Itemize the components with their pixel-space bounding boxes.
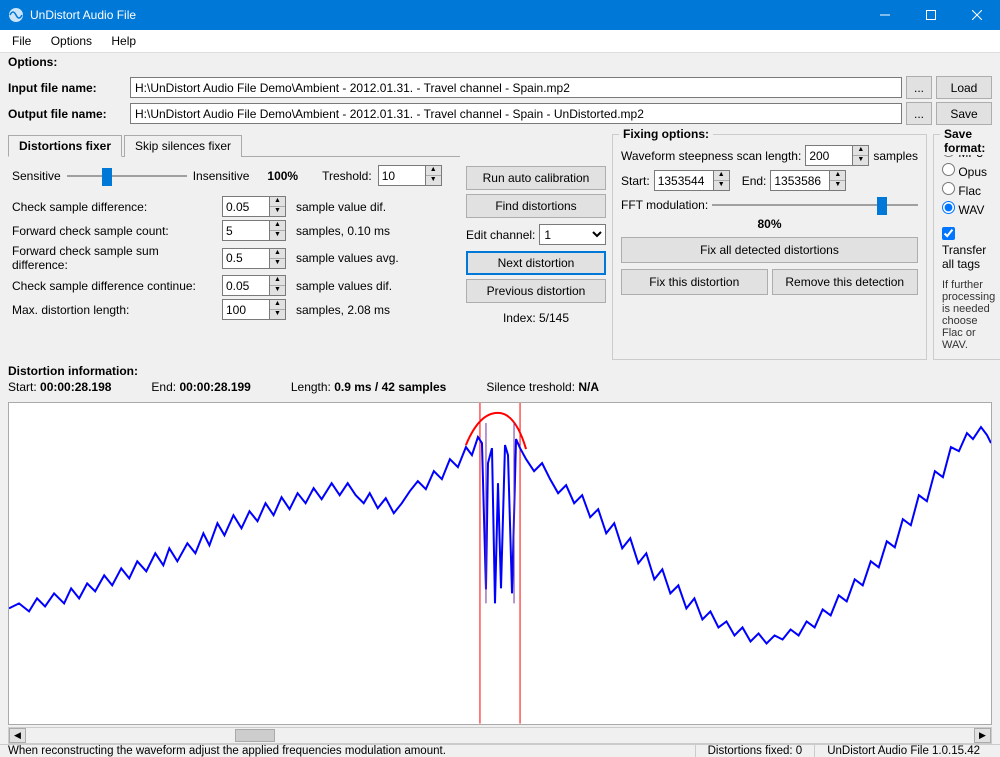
fixing-legend: Fixing options: bbox=[619, 127, 713, 141]
output-browse-button[interactable]: ... bbox=[906, 102, 932, 125]
p4-label: Check sample difference continue: bbox=[12, 279, 216, 293]
scroll-right-arrow[interactable]: ▶ bbox=[974, 728, 991, 743]
start-label: Start: bbox=[621, 174, 650, 188]
distinfo-length: Length: 0.9 ms / 42 samples bbox=[291, 380, 446, 394]
fixing-options-group: Fixing options: Waveform steepness scan … bbox=[612, 134, 927, 360]
load-button[interactable]: Load bbox=[936, 76, 992, 99]
status-version: UnDistort Audio File 1.0.15.42 bbox=[814, 745, 992, 757]
distinfo-silence: Silence treshold: N/A bbox=[486, 380, 599, 394]
p2-spinner[interactable]: ▲▼ bbox=[270, 220, 286, 241]
menu-help[interactable]: Help bbox=[103, 32, 144, 50]
waveform-display[interactable] bbox=[8, 402, 992, 725]
steep-label: Waveform steepness scan length: bbox=[621, 149, 801, 163]
minimize-button[interactable] bbox=[862, 0, 908, 30]
output-file-label: Output file name: bbox=[8, 107, 126, 121]
horizontal-scrollbar[interactable]: ◀ ▶ bbox=[8, 727, 992, 744]
p1-input[interactable] bbox=[222, 196, 270, 217]
p1-spinner[interactable]: ▲▼ bbox=[270, 196, 286, 217]
steep-unit: samples bbox=[873, 149, 918, 163]
fft-label: FFT modulation: bbox=[621, 198, 708, 212]
savefmt-legend: Save format: bbox=[940, 127, 1000, 155]
p2-input[interactable] bbox=[222, 220, 270, 241]
threshold-label: Treshold: bbox=[322, 169, 372, 183]
statusbar: When reconstructing the waveform adjust … bbox=[0, 744, 1000, 757]
sensitivity-pct: 100% bbox=[267, 169, 298, 183]
insensitive-label: Insensitive bbox=[193, 169, 250, 183]
end-spinner[interactable]: ▲▼ bbox=[830, 170, 846, 191]
end-label: End: bbox=[742, 174, 767, 188]
remove-detection-button[interactable]: Remove this detection bbox=[772, 269, 919, 295]
status-fixed: Distortions fixed: 0 bbox=[695, 745, 815, 757]
window-title: UnDistort Audio File bbox=[30, 8, 862, 22]
distinfo-end: End: 00:00:28.199 bbox=[151, 380, 250, 394]
edit-channel-select[interactable]: 1 bbox=[539, 224, 606, 245]
next-distortion-button[interactable]: Next distortion bbox=[466, 251, 606, 275]
tab-distortions-fixer[interactable]: Distortions fixer bbox=[8, 135, 122, 157]
find-distortions-button[interactable]: Find distortions bbox=[466, 194, 606, 218]
distinfo-start: Start: 00:00:28.198 bbox=[8, 380, 111, 394]
tab-skip-silences[interactable]: Skip silences fixer bbox=[124, 135, 242, 157]
input-file-label: Input file name: bbox=[8, 81, 126, 95]
p5-label: Max. distortion length: bbox=[12, 303, 216, 317]
options-label: Options: bbox=[0, 53, 1000, 71]
fft-pct: 80% bbox=[621, 217, 918, 231]
titlebar: UnDistort Audio File bbox=[0, 0, 1000, 30]
transfer-tags-checkbox[interactable]: Transfer all tags bbox=[942, 227, 995, 271]
p3-label: Forward check sample sum difference: bbox=[12, 244, 216, 272]
output-file-field[interactable] bbox=[130, 103, 902, 124]
scroll-thumb[interactable] bbox=[235, 729, 275, 742]
menubar: File Options Help bbox=[0, 30, 1000, 53]
start-input[interactable] bbox=[654, 170, 714, 191]
distortion-index: Index: 5/145 bbox=[466, 311, 606, 325]
p1-label: Check sample difference: bbox=[12, 200, 216, 214]
p5-input[interactable] bbox=[222, 299, 270, 320]
fix-all-button[interactable]: Fix all detected distortions bbox=[621, 237, 918, 263]
run-auto-calibration-button[interactable]: Run auto calibration bbox=[466, 166, 606, 190]
save-button[interactable]: Save bbox=[936, 102, 992, 125]
sensitivity-slider[interactable] bbox=[67, 166, 187, 186]
p3-spinner[interactable]: ▲▼ bbox=[270, 248, 286, 269]
p3-input[interactable] bbox=[222, 248, 270, 269]
end-input[interactable] bbox=[770, 170, 830, 191]
threshold-input[interactable] bbox=[378, 165, 426, 186]
p3-unit: sample values avg. bbox=[296, 251, 399, 265]
steep-spinner[interactable]: ▲▼ bbox=[853, 145, 869, 166]
p4-unit: sample values dif. bbox=[296, 279, 392, 293]
scroll-left-arrow[interactable]: ◀ bbox=[9, 728, 26, 743]
distinfo-head: Distortion information: bbox=[8, 364, 992, 378]
app-icon bbox=[8, 7, 24, 23]
p1-unit: sample value dif. bbox=[296, 200, 386, 214]
fmt-opus[interactable]: Opus bbox=[942, 163, 995, 179]
input-browse-button[interactable]: ... bbox=[906, 76, 932, 99]
fft-slider[interactable] bbox=[712, 195, 918, 215]
maximize-button[interactable] bbox=[908, 0, 954, 30]
fix-this-button[interactable]: Fix this distortion bbox=[621, 269, 768, 295]
sensitive-label: Sensitive bbox=[12, 169, 61, 183]
fmt-wav[interactable]: WAV bbox=[942, 201, 995, 217]
menu-file[interactable]: File bbox=[4, 32, 39, 50]
close-button[interactable] bbox=[954, 0, 1000, 30]
start-spinner[interactable]: ▲▼ bbox=[714, 170, 730, 191]
p5-unit: samples, 2.08 ms bbox=[296, 303, 390, 317]
input-file-field[interactable] bbox=[130, 77, 902, 98]
fmt-flac[interactable]: Flac bbox=[942, 182, 995, 198]
steep-input[interactable] bbox=[805, 145, 853, 166]
p2-unit: samples, 0.10 ms bbox=[296, 224, 390, 238]
save-format-group: Save format: MP3 Opus Flac WAV Transfer … bbox=[933, 134, 1000, 360]
p4-spinner[interactable]: ▲▼ bbox=[270, 275, 286, 296]
status-message: When reconstructing the waveform adjust … bbox=[8, 745, 695, 757]
edit-channel-label: Edit channel: bbox=[466, 228, 535, 242]
p5-spinner[interactable]: ▲▼ bbox=[270, 299, 286, 320]
threshold-spinner[interactable]: ▲▼ bbox=[426, 165, 442, 186]
savefmt-note: If further processing is needed choose F… bbox=[942, 279, 995, 351]
menu-options[interactable]: Options bbox=[43, 32, 100, 50]
previous-distortion-button[interactable]: Previous distortion bbox=[466, 279, 606, 303]
p4-input[interactable] bbox=[222, 275, 270, 296]
p2-label: Forward check sample count: bbox=[12, 224, 216, 238]
